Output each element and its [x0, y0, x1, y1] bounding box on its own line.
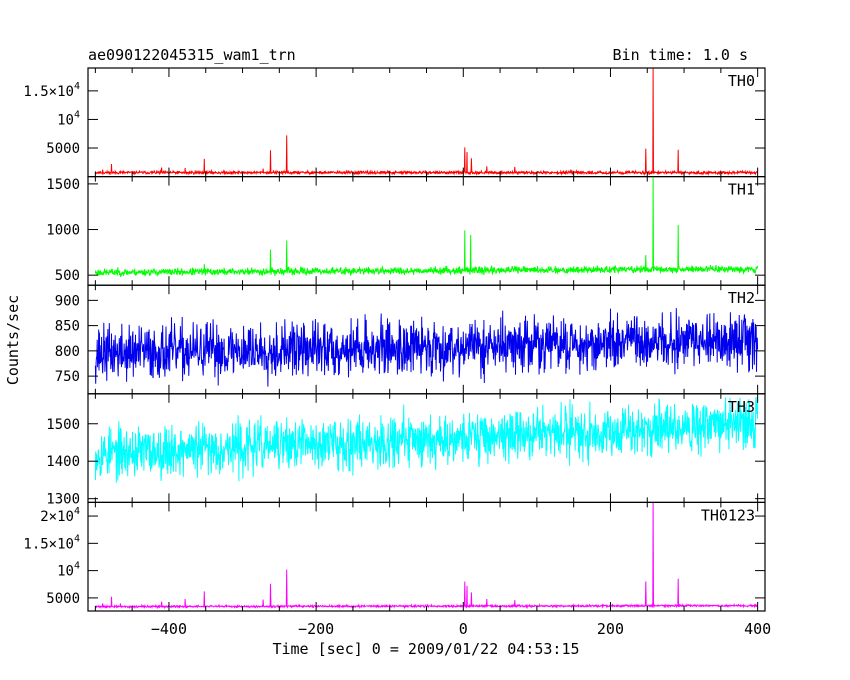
panel-th3: TH3 1300 1400 1500 — [46, 393, 766, 508]
y-tick-label: 104 — [57, 109, 80, 128]
series-line-th0123 — [95, 502, 759, 610]
panel-th0123: TH0123 5000 104 1.5×104 2×104 — [23, 501, 766, 612]
y-tick-label: 5000 — [46, 591, 80, 607]
x-tick-label: 0 — [459, 620, 468, 638]
series-line-th3 — [94, 396, 759, 483]
y-tick-label: 750 — [55, 369, 80, 385]
panel-th2: TH2 750 800 850 900 — [55, 284, 766, 395]
y-tick-label: 1500 — [46, 177, 80, 193]
y-tick-label: 1300 — [46, 492, 80, 508]
panel-label: TH1 — [728, 181, 755, 199]
panel-label: TH0123 — [701, 506, 755, 524]
y-tick-label: 1500 — [46, 417, 80, 433]
x-tick-label: 400 — [744, 620, 771, 638]
y-tick-label: 1400 — [46, 454, 80, 470]
series-line-th1 — [94, 176, 759, 278]
chart-title: ae090122045315_wam1_trn — [88, 46, 296, 64]
y-tick-label: 5000 — [46, 141, 80, 157]
x-tick-label: 200 — [597, 620, 624, 638]
panel-frame — [87, 501, 766, 612]
panel-label: TH3 — [728, 398, 755, 416]
y-tick-label: 2×104 — [40, 506, 80, 525]
panel-th1: TH1 500 1000 1500 — [46, 176, 766, 286]
y-tick-label: 900 — [55, 293, 80, 309]
bin-time-label: Bin time: 1.0 s — [613, 46, 748, 64]
y-tick-label: 850 — [55, 319, 80, 335]
panels-group: TH0 5000 104 1.5×104 TH1 500 1000 1500 TH2 750 800… — [23, 67, 766, 612]
y-tick-label: 800 — [55, 344, 80, 360]
x-axis-label: Time [sec] 0 = 2009/01/22 04:53:15 — [272, 640, 579, 658]
panel-frame — [87, 67, 766, 178]
x-axis: −400 −200 0 200 400 — [151, 620, 771, 638]
y-tick-label: 1000 — [46, 223, 80, 239]
panel-label: TH0 — [728, 72, 755, 90]
series-line-th2 — [94, 308, 759, 387]
y-tick-label: 1.5×104 — [23, 533, 80, 552]
x-tick-label: −200 — [298, 620, 334, 638]
y-tick-label: 1.5×104 — [23, 81, 80, 100]
panel-label: TH2 — [728, 289, 755, 307]
y-tick-label: 104 — [57, 561, 80, 580]
y-axis-label: Counts/sec — [4, 295, 22, 385]
series-line-th0 — [94, 68, 759, 177]
panel-th0: TH0 5000 104 1.5×104 — [23, 67, 766, 178]
x-tick-label: −400 — [151, 620, 187, 638]
y-tick-label: 500 — [55, 268, 80, 284]
